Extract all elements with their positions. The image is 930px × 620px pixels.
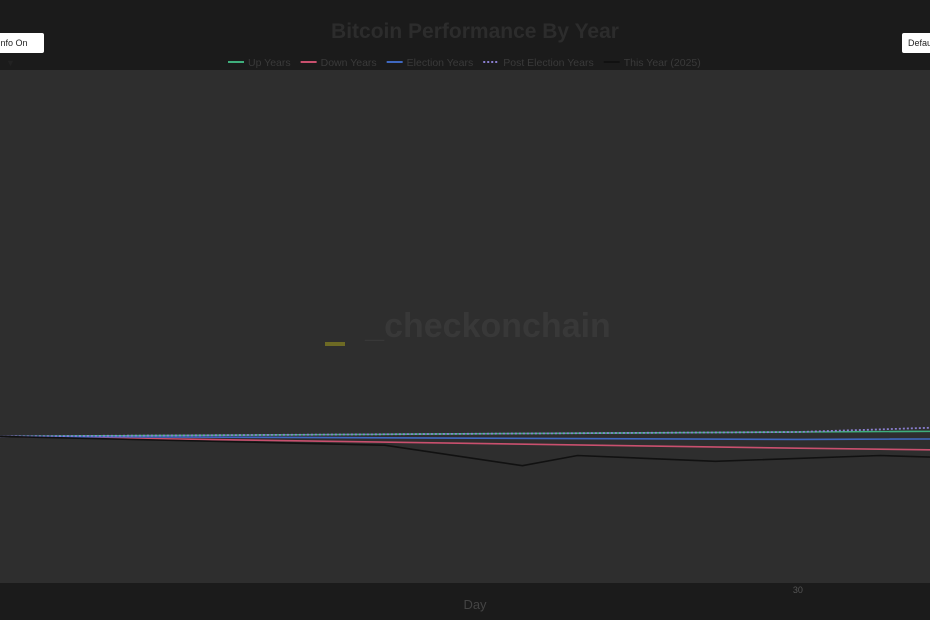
x-tick-label: 30 [793, 585, 803, 595]
legend-item[interactable]: Up Years [248, 57, 291, 69]
info-toggle-label: Info On [0, 38, 28, 48]
legend-item[interactable]: Post Election Years [503, 57, 593, 69]
series-lines [0, 426, 930, 467]
chevron-down-icon: ▼ [6, 58, 15, 68]
legend-item[interactable]: This Year (2025) [624, 57, 701, 69]
legend: Up Years Down Years Election Years Post Ele… [228, 57, 701, 69]
legend-item[interactable]: Election Years [407, 57, 474, 69]
chart-title: Bitcoin Performance By Year [331, 20, 619, 43]
watermark-bar [325, 342, 345, 346]
series-line-this-year-2025 [0, 435, 930, 467]
default-button[interactable]: Default [902, 33, 930, 53]
x-axis-label: Day [463, 597, 487, 612]
info-toggle-dropdown[interactable]: Info On ▼ [0, 33, 44, 68]
x-axis-ticks: 306090120150180210240270300330 [793, 585, 803, 595]
legend-item[interactable]: Down Years [321, 57, 377, 69]
plot-area [0, 70, 930, 583]
watermark: _checkonchain [364, 307, 611, 345]
